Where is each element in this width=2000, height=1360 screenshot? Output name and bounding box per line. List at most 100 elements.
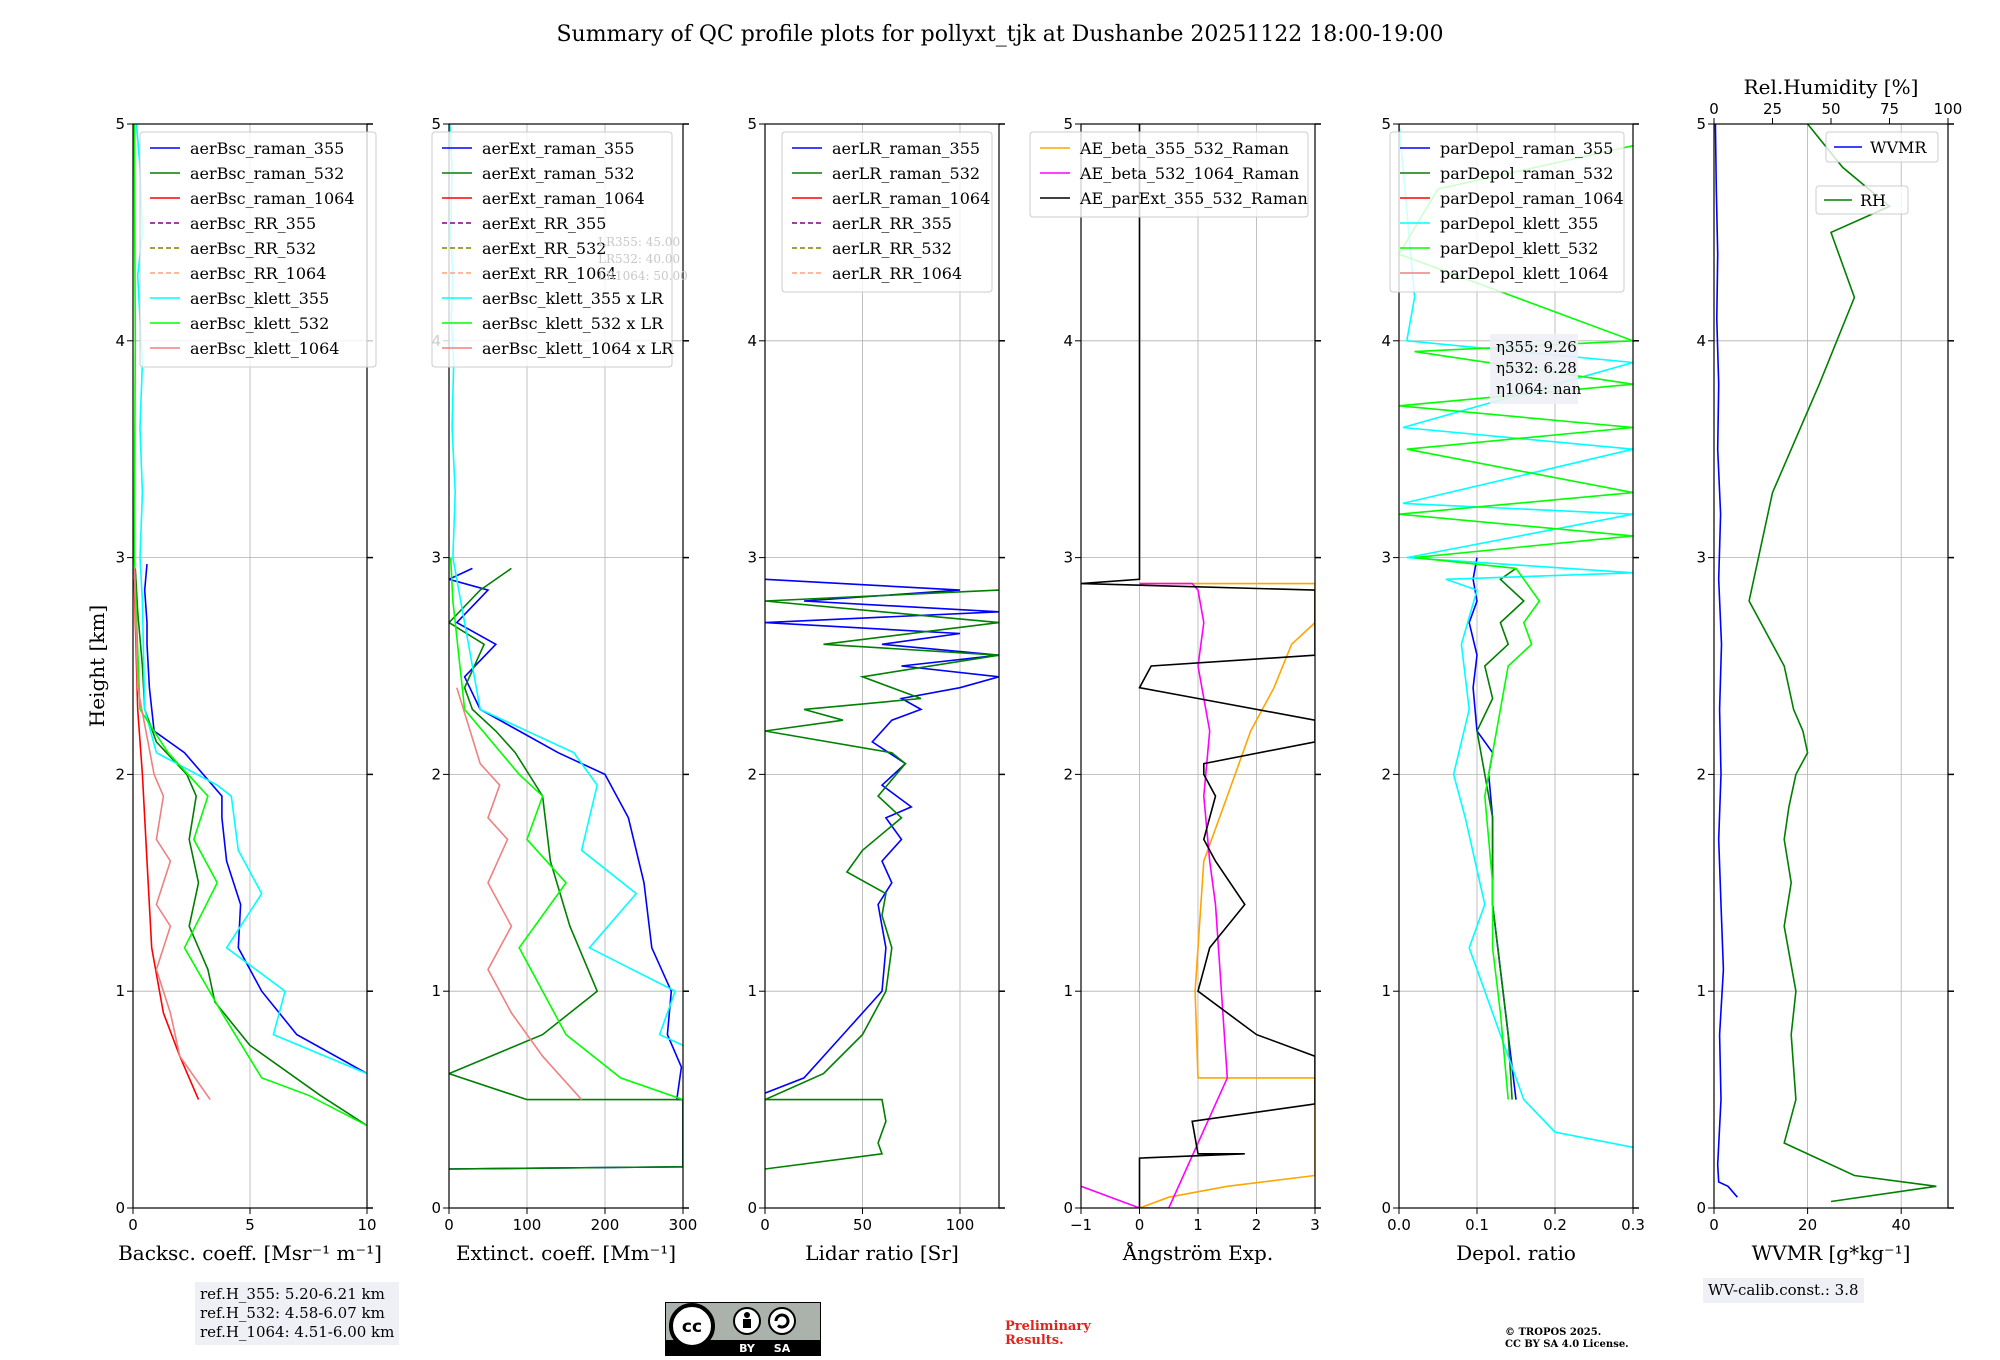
legend-label: AE_parExt_355_532_Raman <box>1079 189 1308 208</box>
x-tick-label: 1 <box>1193 1216 1203 1234</box>
y-tick-label: 3 <box>431 549 441 567</box>
y-tick-label: 1 <box>1696 982 1706 1000</box>
legend-label: parDepol_raman_355 <box>1440 139 1613 158</box>
cc-sa-label: SA <box>774 1342 791 1355</box>
series-line-AE_beta_355_532_Raman <box>1139 582 1315 1208</box>
panel-lr: 0 50 100 0 1 2 3 4 5 Lidar ratio [Sr] aerLR_raman_… <box>747 115 1005 1265</box>
x-axis-label: Ångström Exp. <box>1122 1240 1273 1265</box>
x-tick-label: 0.0 <box>1387 1216 1411 1234</box>
lr-note-text: LR355: 45.00 <box>598 235 680 249</box>
legend-label: aerBsc_klett_355 x LR <box>482 289 664 308</box>
y-tick-label: 0 <box>431 1199 441 1217</box>
x2-axis-label: Rel.Humidity [%] <box>1744 75 1919 99</box>
x-axis-label: Extinct. coeff. [Mm⁻¹] <box>456 1241 676 1265</box>
series-line-aerBsc_klett_1064 <box>133 568 211 1101</box>
legend-label: aerBsc_RR_532 <box>190 239 316 258</box>
legend-label: WVMR <box>1870 138 1927 157</box>
eta-text: η355: 9.26 <box>1496 338 1577 356</box>
y-tick-label: 4 <box>1381 332 1391 350</box>
series-line-aerLR_raman_532 <box>765 589 999 1170</box>
preliminary-note: Preliminary Results. <box>1005 1320 1091 1348</box>
legend-label: aerBsc_RR_355 <box>190 214 316 233</box>
x-tick-label: 0.2 <box>1543 1216 1567 1234</box>
x-tick-label: 10 <box>357 1216 376 1234</box>
series-line-AE_parExt_355_532_Raman <box>1081 124 1315 1208</box>
refh-355-text: ref.H_355: 5.20-6.21 km <box>200 1285 385 1303</box>
series-line-aerExt_raman_532 <box>449 567 683 1170</box>
legend-label: aerBsc_raman_355 <box>190 139 344 158</box>
y-tick-label: 2 <box>115 765 125 783</box>
legend-label: aerBsc_klett_1064 <box>190 339 339 358</box>
x-tick-label: 100 <box>513 1216 542 1234</box>
legend-label: aerBsc_raman_1064 <box>190 189 355 208</box>
legend-label: aerLR_RR_1064 <box>832 264 962 283</box>
legend-box <box>431 131 673 368</box>
series-line-parDepol_klett_532 <box>1399 144 1633 1100</box>
y-tick-label: 5 <box>1063 115 1073 133</box>
x2-tick-label: 25 <box>1763 100 1782 118</box>
cc-by-sa-badge: cc BY SA <box>665 1302 821 1356</box>
refh-1064-text: ref.H_1064: 4.51-6.00 km <box>200 1323 395 1341</box>
legend-label: parDepol_klett_355 <box>1440 214 1598 233</box>
svg-text:cc: cc <box>682 1317 702 1337</box>
y-tick-label: 4 <box>1696 332 1706 350</box>
copyright-line-2: CC BY SA 4.0 License. <box>1505 1339 1629 1350</box>
y-tick-label: 5 <box>115 115 125 133</box>
y-tick-label: 0 <box>1063 1199 1073 1217</box>
legend-label: RH <box>1860 191 1886 210</box>
legend-box <box>139 131 377 368</box>
x-tick-label: 2 <box>1252 1216 1262 1234</box>
panel-bsc: 0 5 10 0 1 2 3 4 5 Backsc. coeff. [Msr⁻¹ m⁻¹] Heig… <box>85 115 382 1265</box>
y-tick-label: 2 <box>747 765 757 783</box>
axes-frame <box>132 123 368 1209</box>
y-tick-label: 3 <box>115 549 125 567</box>
axes-frame <box>764 123 1000 1209</box>
legend-label: aerExt_RR_532 <box>482 239 606 258</box>
legend-label: parDepol_raman_532 <box>1440 164 1613 183</box>
x-tick-label: 0 <box>444 1216 454 1234</box>
series-line-aerExt_raman_355 <box>449 567 683 1170</box>
legend-label: aerLR_RR_532 <box>832 239 952 258</box>
x-tick-label: 40 <box>1892 1216 1911 1234</box>
y-tick-label: 1 <box>115 982 125 1000</box>
y-tick-label: 0 <box>1381 1199 1391 1217</box>
y-tick-label: 2 <box>1381 765 1391 783</box>
y-tick-label: 1 <box>747 982 757 1000</box>
legend-box-rh <box>1815 185 1909 215</box>
x-tick-label: −1 <box>1070 1216 1092 1234</box>
y-tick-label: 1 <box>431 982 441 1000</box>
y-tick-label: 5 <box>1381 115 1391 133</box>
y-tick-label: 1 <box>1063 982 1073 1000</box>
series-line-aerBsc_klett_1064 x LR <box>456 687 583 1101</box>
x2-tick-label: 100 <box>1934 100 1963 118</box>
axes-frame <box>448 123 684 1209</box>
x-tick-label: 0.1 <box>1465 1216 1489 1234</box>
x2-tick-label: 75 <box>1880 100 1899 118</box>
legend-label: aerExt_raman_532 <box>482 164 635 183</box>
eta-box <box>1490 334 1578 404</box>
legend-label: aerBsc_raman_532 <box>190 164 344 183</box>
x-axis-label: Lidar ratio [Sr] <box>805 1241 959 1265</box>
legend-label: aerExt_raman_355 <box>482 139 635 158</box>
legend-label: AE_beta_355_532_Raman <box>1079 139 1289 158</box>
y-tick-label: 0 <box>115 1199 125 1217</box>
x-tick-label: 0 <box>760 1216 770 1234</box>
y-tick-label: 5 <box>431 115 441 133</box>
cc-by-label: BY <box>739 1342 756 1355</box>
y-tick-label: 3 <box>1381 549 1391 567</box>
y-tick-label: 4 <box>1063 332 1073 350</box>
lr-note-text: LR1064: 50.00 <box>598 269 688 283</box>
y-tick-label: 4 <box>115 332 125 350</box>
y-tick-label: 3 <box>747 549 757 567</box>
x-tick-label: 0.3 <box>1621 1216 1645 1234</box>
x-axis-label: Depol. ratio <box>1456 1241 1576 1265</box>
legend-label: aerExt_raman_1064 <box>482 189 645 208</box>
series-line-aerBsc_raman_1064 <box>133 579 200 1100</box>
series-line-aerBsc_klett_532 x LR <box>449 557 683 1101</box>
legend-box <box>1825 131 1939 163</box>
legend-label: aerExt_RR_355 <box>482 214 606 233</box>
legend-label: aerLR_raman_1064 <box>832 189 990 208</box>
legend-label: aerBsc_klett_1064 x LR <box>482 339 674 358</box>
